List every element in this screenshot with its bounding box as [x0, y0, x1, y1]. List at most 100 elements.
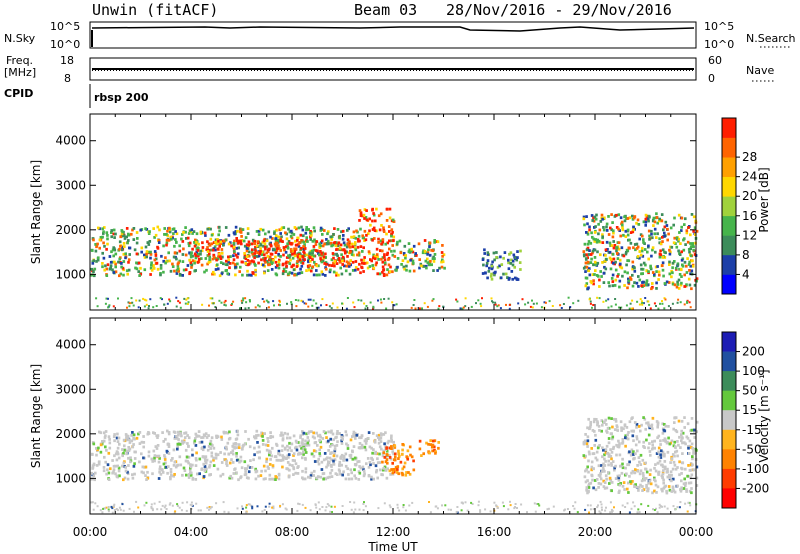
power-echo-cell — [357, 251, 361, 255]
power-echo-cell — [489, 274, 493, 278]
power-echo-cell — [354, 248, 358, 252]
power-echo-cell — [296, 236, 300, 240]
velocity-echo-cell — [350, 471, 353, 475]
velocity-scatter-cell — [396, 503, 399, 506]
velocity-echo-cell — [590, 468, 593, 472]
velocity-echo-cell — [630, 471, 633, 475]
velocity-echo-cell — [151, 460, 154, 463]
power-echo-cell — [279, 232, 282, 235]
velocity-echo-cell — [659, 439, 662, 443]
velocity-echo-cell — [375, 469, 379, 472]
velocity-echo-cell — [317, 475, 320, 478]
power-echo-cell — [380, 224, 383, 227]
velocity-echo-cell — [304, 470, 308, 474]
velocity-scatter-cell — [572, 505, 575, 507]
velocity-scatter-cell — [102, 507, 105, 510]
velocity-scatter-cell — [115, 508, 118, 510]
power-echo-cell — [597, 232, 600, 236]
power-echo-cell — [639, 263, 643, 267]
power-echo-cell — [582, 217, 586, 221]
power-echo-cell — [373, 257, 377, 261]
velocity-echo-cell — [614, 419, 618, 423]
power-echo-cell — [656, 265, 659, 268]
power-echo-cell — [295, 227, 298, 231]
power-echo-cell — [625, 251, 628, 254]
power-echo-cell — [404, 254, 407, 257]
velocity-echo-cell — [333, 444, 337, 448]
velocity-scatter-cell — [526, 511, 528, 514]
power-echo-cell — [348, 272, 352, 276]
power-echo-cell — [681, 264, 685, 268]
velocity-echo-cell — [228, 430, 231, 434]
power-echo-cell — [647, 270, 650, 273]
power-echo-cell — [200, 263, 204, 267]
power-echo-cell — [590, 257, 593, 261]
power-echo-cell — [227, 233, 231, 237]
power-echo-cell — [586, 287, 590, 291]
velocity-echo-cell — [286, 461, 290, 464]
velocity-scatter-cell — [281, 503, 284, 506]
power-echo-cell — [354, 236, 358, 240]
power-echo-cell — [210, 248, 213, 252]
velocity-echo-cell — [182, 466, 186, 470]
power-echo-cell — [626, 249, 630, 253]
velocity-ylabel: Slant Range [km] — [29, 364, 43, 468]
power-scatter-cell — [614, 303, 617, 306]
power-echo-cell — [377, 214, 381, 218]
power-echo-cell — [485, 261, 489, 265]
velocity-echo-cell — [661, 431, 665, 435]
velocity-echo-cell — [302, 450, 305, 454]
power-echo-cell — [235, 246, 239, 250]
power-echo-cell — [441, 244, 444, 247]
power-scatter-cell — [96, 305, 99, 308]
power-echo-cell — [600, 213, 604, 217]
velocity-echo-cell — [197, 430, 201, 433]
velocity-scatter-cell — [150, 503, 153, 506]
velocity-scatter-cell — [197, 509, 200, 512]
velocity-scatter-cell — [145, 501, 148, 504]
x-tick-label: 16:00 — [477, 525, 512, 539]
power-echo-cell — [661, 264, 664, 267]
velocity-echo-cell — [191, 453, 194, 457]
power-echo-cell — [171, 262, 174, 266]
velocity-echo-cell — [586, 445, 589, 448]
power-echo-cell — [265, 251, 269, 255]
velocity-scatter-cell — [353, 501, 356, 504]
power-echo-cell — [357, 239, 360, 243]
power-scatter-cell — [630, 307, 633, 310]
velocity-echo-cell — [396, 468, 399, 471]
power-echo-cell — [137, 261, 141, 265]
velocity-echo-cell — [406, 449, 410, 453]
velocity-echo-cell — [623, 488, 626, 491]
power-echo-cell — [599, 220, 603, 223]
velocity-echo-cell — [342, 455, 346, 458]
velocity-echo-cell — [649, 453, 652, 457]
velocity-scatter-cell — [251, 505, 254, 508]
velocity-echo-cell — [595, 478, 599, 481]
velocity-echo-cell — [607, 437, 611, 440]
power-echo-cell — [687, 248, 691, 251]
power-echo-cell — [584, 261, 588, 265]
velocity-echo-cell — [144, 465, 148, 469]
velocity-echo-cell — [269, 434, 273, 438]
power-echo-cell — [98, 227, 101, 231]
velocity-echo-cell — [592, 467, 595, 471]
velocity-echo-cell — [286, 444, 289, 448]
velocity-echo-cell — [328, 475, 331, 479]
power-echo-cell — [613, 215, 617, 218]
velocity-scatter-cell — [495, 504, 498, 507]
velocity-echo-cell — [353, 456, 357, 460]
velocity-scatter-cell — [321, 506, 324, 508]
velocity-echo-cell — [307, 443, 311, 447]
power-echo-cell — [408, 248, 411, 252]
power-echo-cell — [377, 241, 380, 244]
power-echo-cell — [627, 282, 631, 286]
velocity-echo-cell — [102, 469, 106, 473]
velocity-echo-cell — [324, 431, 327, 435]
velocity-echo-cell — [258, 450, 261, 454]
power-echo-cell — [582, 215, 586, 219]
power-echo-cell — [396, 240, 399, 244]
velocity-echo-cell — [333, 447, 337, 451]
velocity-echo-cell — [598, 444, 601, 447]
velocity-echo-cell — [271, 464, 275, 467]
